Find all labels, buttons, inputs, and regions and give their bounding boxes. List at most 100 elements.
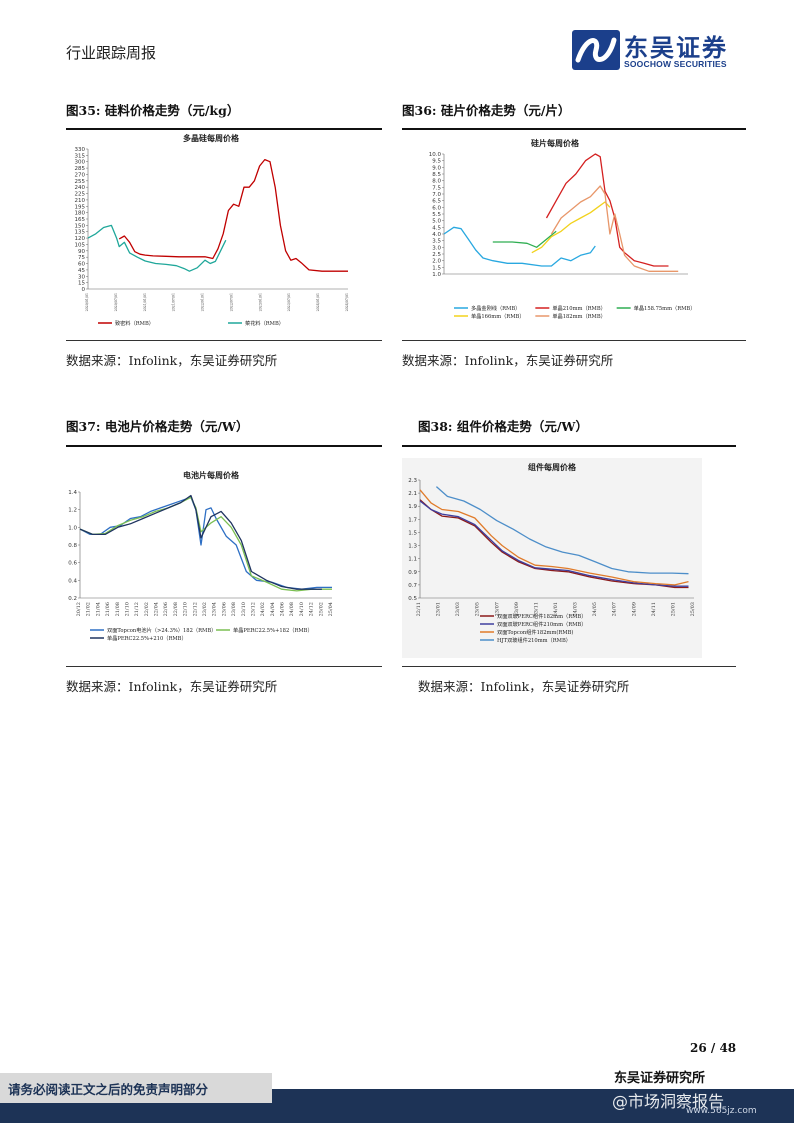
logo-chinese-text: 东吴证券 xyxy=(624,34,728,62)
chart-0-y-tick-label: 315 xyxy=(75,153,86,159)
chart-2-y-tick-label: 0.8 xyxy=(68,543,77,549)
chart-2-x-tick-label: 25/02 xyxy=(318,602,324,616)
chart-3-y-tick-label: 0.9 xyxy=(408,570,417,576)
chart-2-title: 电池片每周价格 xyxy=(183,470,240,480)
chart-2-x-tick-label: 23/04 xyxy=(212,602,218,616)
chart-1-y-tick-label: 7.0 xyxy=(432,192,441,198)
chart-2-x-tick-label: 22/04 xyxy=(154,602,160,616)
page-number: 26 / 48 xyxy=(690,1041,737,1055)
chart-3-x-tick-label: 23/05 xyxy=(475,602,481,616)
chart-2-x-tick-label: 24/08 xyxy=(289,602,295,616)
chart-0-title: 多晶硅每周价格 xyxy=(183,133,240,143)
chart-2-x-tick-label: 24/12 xyxy=(309,602,315,616)
figure-36-bottom-rule xyxy=(402,340,746,341)
chart-1-y-tick-label: 5.0 xyxy=(432,219,441,225)
figure-37-top-rule xyxy=(66,445,382,447)
figure-35-bottom-rule xyxy=(66,340,382,341)
chart-3-y-tick-label: 1.7 xyxy=(408,517,417,523)
chart-1-y-tick-label: 5.5 xyxy=(432,212,441,218)
chart-2-x-tick-label: 22/12 xyxy=(192,602,198,616)
chart-2-x-tick-label: 24/10 xyxy=(299,602,305,616)
chart-1-y-tick-label: 6.0 xyxy=(432,205,441,211)
chart-2-x-tick-label: 23/10 xyxy=(241,602,247,616)
chart-3-legend-3-label: HJT双玻组件210mm（RMB） xyxy=(497,636,571,644)
chart-1-y-tick-label: 4.5 xyxy=(432,225,441,231)
chart-3-legend-1-label: 双面双玻PERC组件210mm（RMB） xyxy=(497,620,586,628)
chart-0-y-tick-label: 105 xyxy=(75,242,86,248)
chart-3-series-1-line xyxy=(419,500,689,587)
chart-0-x-tick-label: 2022/01/01 xyxy=(201,293,205,311)
footer-organization: 东吴证券研究所 xyxy=(614,1071,706,1086)
chart-1-y-tick-label: 9.0 xyxy=(432,165,441,171)
chart-0-x-tick-label: 2022/07/01 xyxy=(229,293,233,311)
figure-35-chart: 多晶硅每周价格 0 15 30 45 60 75 90 105 120 135 150 165 180 19… xyxy=(66,131,356,336)
chart-0-x-tick-label: 2024/01/01 xyxy=(316,293,320,311)
chart-0-y-tick-label: 285 xyxy=(75,166,86,172)
chart-0-legend-0-label: 致密料（RMB） xyxy=(115,319,154,327)
chart-1-legend-0-label: 多晶金刚线（RMB） xyxy=(471,304,520,312)
figure-36-chart: 硅片每周价格 1.0 1.5 2.0 2.5 3.0 3.5 4.0 4.5 5.0 5.5 6.0 6… xyxy=(410,134,700,334)
chart-3-y-tick-label: 1.3 xyxy=(408,544,417,550)
chart-3-legend-2-label: 双面Topcon组件182mm(RMB) xyxy=(497,628,573,636)
chart-1-y-tick-label: 3.5 xyxy=(432,239,441,245)
figure-37-title: 图37: 电池片价格走势（元/W） xyxy=(66,419,249,434)
figure-38-top-rule xyxy=(402,445,736,447)
chart-0-x-tick-label: 2024/07/01 xyxy=(345,293,349,311)
chart-3-y-tick-label: 1.1 xyxy=(408,557,417,563)
chart-2-series-1-line xyxy=(79,496,332,592)
chart-1-series-1-line xyxy=(545,153,669,267)
figure-38-chart: 组件每周价格 0.5 0.7 0.9 1.1 1.3 1.5 1.7 1.9 2.1 2.3 22/1… xyxy=(402,458,702,658)
soochow-logo: 东吴证券 SOOCHOW SECURITIES xyxy=(572,28,752,74)
chart-0-series-0-line xyxy=(118,158,348,272)
chart-0-y-tick-label: 45 xyxy=(78,268,85,274)
chart-0-x-tick-label: 2020/07/01 xyxy=(114,293,118,311)
chart-0-x-tick-label: 2021/01/01 xyxy=(143,293,147,311)
chart-3-y-tick-label: 2.1 xyxy=(408,491,417,497)
chart-3-y-tick-label: 0.5 xyxy=(408,596,417,602)
chart-0-y-tick-label: 225 xyxy=(75,192,86,198)
logo-english-text: SOOCHOW SECURITIES xyxy=(624,59,727,69)
watermark-text: @市场洞察报告 xyxy=(612,1092,725,1111)
chart-3-x-tick-label: 25/01 xyxy=(670,602,676,616)
chart-0-series-1-line xyxy=(87,224,227,272)
chart-3-x-tick-label: 24/09 xyxy=(631,602,637,616)
chart-3-svg: 组件每周价格 0.5 0.7 0.9 1.1 1.3 1.5 1.7 1.9 2.1 2.3 22/1… xyxy=(402,458,702,658)
chart-1-y-tick-label: 8.5 xyxy=(432,172,441,178)
chart-1-y-tick-label: 8.0 xyxy=(432,179,441,185)
chart-0-y-tick-label: 0 xyxy=(82,287,86,293)
chart-2-y-tick-label: 1.0 xyxy=(68,525,77,531)
chart-2-legend-2-label: 单晶PERC22.5%+210（RMB） xyxy=(107,634,187,642)
chart-1-y-tick-label: 1.5 xyxy=(432,265,441,271)
chart-1-legend-4-label: 单晶182mm（RMB） xyxy=(552,312,606,320)
chart-1-y-tick-label: 6.5 xyxy=(432,199,441,205)
chart-0-y-tick-label: 180 xyxy=(75,211,86,217)
chart-2-legend-1-label: 单晶PERC22.5%+182（RMB） xyxy=(233,626,313,634)
chart-1-y-tick-label: 4.0 xyxy=(432,232,441,238)
chart-3-x-tick-label: 24/05 xyxy=(592,602,598,616)
chart-1-y-tick-label: 2.5 xyxy=(432,252,441,258)
chart-3-title: 组件每周价格 xyxy=(528,462,577,472)
chart-2-x-tick-label: 23/02 xyxy=(202,602,208,616)
logo-mark-icon xyxy=(572,30,620,70)
chart-0-y-tick-label: 135 xyxy=(75,230,86,236)
chart-1-series-4-line xyxy=(550,185,679,272)
chart-1-series-3-line xyxy=(531,201,611,254)
chart-1-y-tick-label: 10.0 xyxy=(429,152,442,158)
chart-2-x-tick-label: 22/10 xyxy=(183,602,189,616)
chart-3-y-tick-label: 1.9 xyxy=(408,504,417,510)
chart-0-y-tick-label: 30 xyxy=(78,274,85,280)
figure-35-top-rule xyxy=(66,128,382,130)
figure-35-source: 数据来源：Infolink，东吴证券研究所 xyxy=(66,353,278,368)
chart-2-x-tick-label: 25/04 xyxy=(328,602,334,616)
chart-1-y-tick-label: 7.5 xyxy=(432,185,441,191)
chart-0-y-tick-label: 240 xyxy=(75,185,86,191)
chart-0-y-tick-label: 330 xyxy=(75,147,86,153)
chart-2-x-tick-label: 21/04 xyxy=(95,602,101,616)
chart-0-y-tick-label: 165 xyxy=(75,217,86,223)
chart-2-series-2-line xyxy=(79,494,322,590)
chart-3-x-tick-label: 25/03 xyxy=(690,602,696,616)
chart-0-y-tick-label: 270 xyxy=(75,172,86,178)
chart-0-y-tick-label: 300 xyxy=(75,160,86,166)
chart-3-x-tick-label: 23/01 xyxy=(436,602,442,616)
